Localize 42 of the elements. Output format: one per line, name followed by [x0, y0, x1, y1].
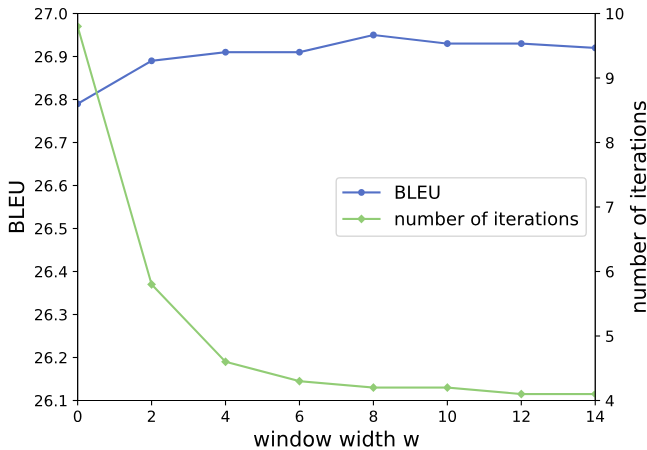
legend-label: number of iterations: [396, 212, 578, 226]
y-tick-label: 26.7: [35, 136, 67, 149]
y2-tick-label: 7: [606, 202, 614, 213]
y-tick-label: 26.3: [35, 308, 67, 321]
y-tick-label: 26.6: [35, 180, 67, 192]
point: [370, 32, 377, 38]
y2-tick-label: 6: [606, 266, 614, 278]
point: [296, 48, 303, 56]
x-tick-label: 6: [296, 410, 304, 422]
y2-axis-title: number of iterations: [630, 101, 646, 312]
y2-tick-label: 9: [606, 72, 614, 84]
point: [148, 57, 156, 64]
y-tick-label: 27.0: [35, 8, 67, 20]
y-tick-label: 26.2: [35, 352, 66, 364]
y-tick-label: 26.1: [35, 394, 67, 407]
point: [443, 383, 452, 392]
x-axis-title: window width w: [254, 430, 419, 447]
y-axis-title: BLEU: [8, 182, 24, 232]
x-tick-label: 10: [439, 410, 456, 422]
y-tick-label: 26.8: [35, 94, 67, 106]
point: [369, 383, 378, 392]
x-tick-label: 12: [513, 410, 530, 422]
point: [444, 40, 451, 48]
y2-tick-label: 10: [606, 8, 624, 20]
point: [295, 377, 304, 386]
y-tick-label: 26.9: [35, 50, 67, 63]
y2-tick-label: 4: [606, 395, 614, 406]
x-tick-label: 0: [74, 410, 82, 422]
point: [147, 280, 156, 289]
point: [518, 40, 525, 48]
x-tick-label: 14: [587, 410, 604, 422]
y2-tick-label: 8: [606, 136, 614, 149]
y-tick-label: 26.4: [35, 266, 68, 278]
x-tick-label: 8: [370, 410, 378, 422]
legend-label: BLEU: [396, 186, 440, 199]
x-tick-label: 4: [221, 410, 230, 422]
x-tick-label: 2: [148, 410, 155, 422]
point: [222, 48, 229, 56]
point: [517, 390, 526, 398]
y2-tick-label: 5: [606, 330, 614, 342]
point: [221, 358, 230, 366]
y-tick-label: 26.5: [35, 222, 67, 235]
